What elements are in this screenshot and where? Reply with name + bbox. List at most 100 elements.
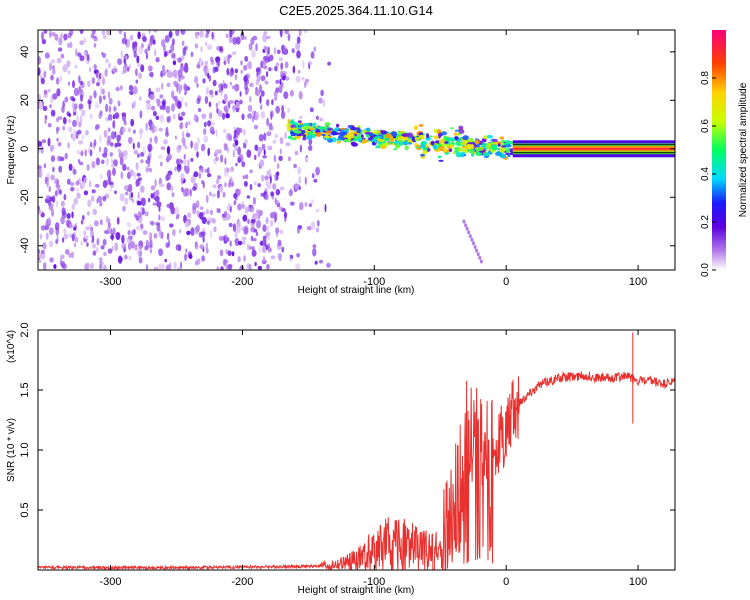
- noise-cell: [149, 36, 154, 45]
- noise-cell: [250, 37, 255, 45]
- transition-cell: [356, 137, 362, 142]
- noise-cell: [280, 110, 286, 119]
- chart-title: C2E5.2025.364.11.10.G14: [279, 3, 433, 18]
- noise-cell: [106, 30, 111, 36]
- streak-cell: [475, 248, 479, 253]
- noise-cell: [272, 183, 277, 190]
- noise-cell: [275, 79, 280, 84]
- noise-cell: [75, 180, 80, 186]
- noise-cell: [298, 30, 302, 37]
- noise-cell: [257, 152, 261, 157]
- noise-cell: [224, 157, 227, 165]
- noise-cell: [84, 263, 88, 270]
- noise-cell: [281, 104, 284, 113]
- noise-cell: [183, 154, 186, 160]
- noise-cell: [120, 85, 123, 91]
- noise-cell: [84, 51, 87, 59]
- noise-cell: [214, 90, 218, 96]
- noise-cell: [180, 179, 184, 186]
- noise-cell: [67, 42, 70, 48]
- noise-cell: [226, 147, 230, 154]
- noise-cell: [288, 189, 293, 197]
- noise-cell: [132, 41, 135, 50]
- noise-cell: [139, 96, 142, 101]
- noise-cell: [312, 244, 317, 249]
- noise-cell: [203, 128, 207, 136]
- noise-cell: [80, 80, 83, 86]
- noise-cell: [274, 197, 277, 205]
- transition-cell: [350, 126, 357, 131]
- noise-cell: [232, 36, 238, 45]
- noise-cell: [96, 198, 99, 204]
- transition-cell: [432, 144, 438, 150]
- transition-cell: [380, 130, 388, 135]
- noise-cell: [107, 113, 113, 121]
- noise-cell: [138, 255, 142, 260]
- noise-cell: [38, 259, 41, 264]
- transition-cell: [438, 145, 445, 152]
- noise-cell: [226, 259, 229, 264]
- transition-cell: [364, 131, 371, 135]
- noise-cell: [105, 58, 109, 64]
- noise-cell: [171, 103, 175, 112]
- noise-cell: [50, 109, 56, 117]
- noise-cell: [60, 53, 65, 59]
- top-y-axis-label: Frequency (Hz): [6, 116, 17, 185]
- noise-cell: [275, 105, 281, 114]
- noise-cell: [45, 177, 49, 182]
- colorbar-tick-label: 0.0: [700, 263, 711, 277]
- noise-cell: [202, 234, 205, 243]
- snr-series-line: [38, 370, 675, 570]
- transition-cell: [296, 133, 302, 137]
- noise-cell: [171, 90, 175, 99]
- noise-cell: [108, 105, 112, 114]
- noise-cell: [224, 182, 227, 188]
- transition-cell: [413, 125, 418, 131]
- noise-cell: [49, 104, 52, 108]
- noise-cell: [68, 126, 73, 133]
- noise-cell: [192, 206, 197, 215]
- noise-cell: [271, 99, 274, 106]
- noise-cell: [174, 166, 178, 172]
- transition-cell: [440, 131, 448, 136]
- noise-cell: [95, 157, 100, 166]
- noise-cell: [135, 162, 139, 171]
- streak-cell: [470, 237, 474, 242]
- noise-cell: [231, 181, 234, 187]
- noise-cell: [212, 66, 216, 74]
- noise-cell: [283, 91, 289, 100]
- noise-cell: [64, 152, 68, 160]
- transition-cell: [467, 148, 475, 154]
- noise-cell: [283, 46, 288, 53]
- noise-cell: [182, 130, 185, 139]
- noise-cell: [134, 245, 138, 251]
- transition-cell: [390, 131, 398, 137]
- noise-cell: [278, 155, 283, 161]
- noise-cell: [140, 64, 145, 73]
- noise-cell: [38, 140, 41, 148]
- noise-cell: [69, 30, 74, 36]
- noise-cell: [119, 156, 124, 166]
- noise-cell: [139, 245, 142, 250]
- noise-cell: [166, 203, 171, 208]
- transition-cell: [454, 136, 459, 140]
- noise-cell: [142, 36, 147, 43]
- noise-cell: [124, 184, 129, 191]
- noise-cell: [127, 242, 132, 251]
- noise-cell: [153, 191, 156, 201]
- noise-cell: [89, 262, 95, 270]
- noise-cell: [226, 132, 232, 141]
- noise-cell: [62, 117, 67, 125]
- noise-cell: [71, 187, 75, 192]
- noise-cell: [49, 62, 52, 71]
- transition-cell: [447, 145, 451, 149]
- transition-cell: [422, 147, 429, 152]
- noise-cell: [104, 68, 108, 77]
- transition-cell: [505, 147, 510, 154]
- transition-cell: [361, 139, 368, 144]
- noise-cell: [53, 264, 57, 269]
- snr-background: [38, 330, 675, 570]
- noise-cell: [241, 113, 245, 121]
- noise-cell: [71, 211, 74, 219]
- noise-cell: [65, 249, 70, 255]
